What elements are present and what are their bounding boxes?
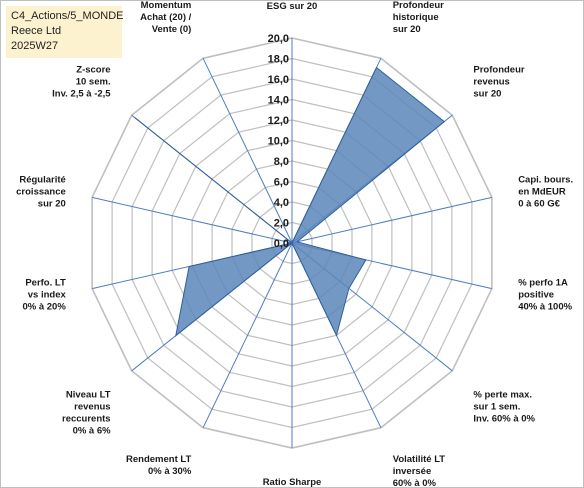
spoke-line xyxy=(91,196,293,244)
tick-label: 0,0 xyxy=(274,238,289,250)
axis-label: % perfo 1A positive 40% à 100% xyxy=(518,278,572,313)
axis-label: Niveau LT revenus reccurents 0% à 6% xyxy=(62,390,111,437)
spoke-line xyxy=(202,58,293,244)
spoke-line xyxy=(202,242,293,428)
tick-label: 10,0 xyxy=(268,136,289,148)
axis-label: Profondeur revenus sur 20 xyxy=(473,64,524,99)
axis-label: Ratio Sharpe0 à 2 xyxy=(263,477,322,488)
axis-label: Momentum Achat (20) / Vente (0) xyxy=(140,0,192,35)
axis-label: % perte max. sur 1 sem. Inv. 60% à 0% xyxy=(473,390,535,425)
axis-label: Volatilité LT inversée 60% à 0% xyxy=(393,454,446,488)
info-company: Reece Ltd xyxy=(11,25,62,37)
tick-label: 4,0 xyxy=(274,197,289,209)
tick-label: 8,0 xyxy=(274,156,289,168)
info-category: C4_Actions/5_MONDE xyxy=(11,10,124,22)
tick-label: 18,0 xyxy=(268,54,289,66)
info-box: C4_Actions/5_MONDE Reece Ltd 2025W27 xyxy=(6,6,124,58)
tick-label: 16,0 xyxy=(268,74,289,86)
tick-label: 20,0 xyxy=(268,33,289,45)
axis-label: Z-score 10 sem. Inv. 2,5 à -2,5 xyxy=(52,64,111,99)
axis-label: Perfo. LT vs index 0% à 20% xyxy=(22,278,66,313)
axis-label: Rendement LT 0% à 30% xyxy=(126,454,192,477)
spoke-line xyxy=(291,196,493,244)
info-week: 2025W27 xyxy=(11,40,59,52)
axis-label: Profondeur historique sur 20 xyxy=(393,0,444,35)
tick-label: 2,0 xyxy=(274,218,289,230)
series-area xyxy=(134,66,446,337)
axis-label: Capi. bours. en MdEUR 0 à 60 G€ xyxy=(518,174,573,209)
tick-label: 12,0 xyxy=(268,115,289,127)
axis-label: NoteESG sur 20 xyxy=(267,0,318,12)
tick-label: 6,0 xyxy=(274,177,289,189)
tick-label: 14,0 xyxy=(268,95,289,107)
axis-label: Régularité croissance sur 20 xyxy=(16,174,66,209)
